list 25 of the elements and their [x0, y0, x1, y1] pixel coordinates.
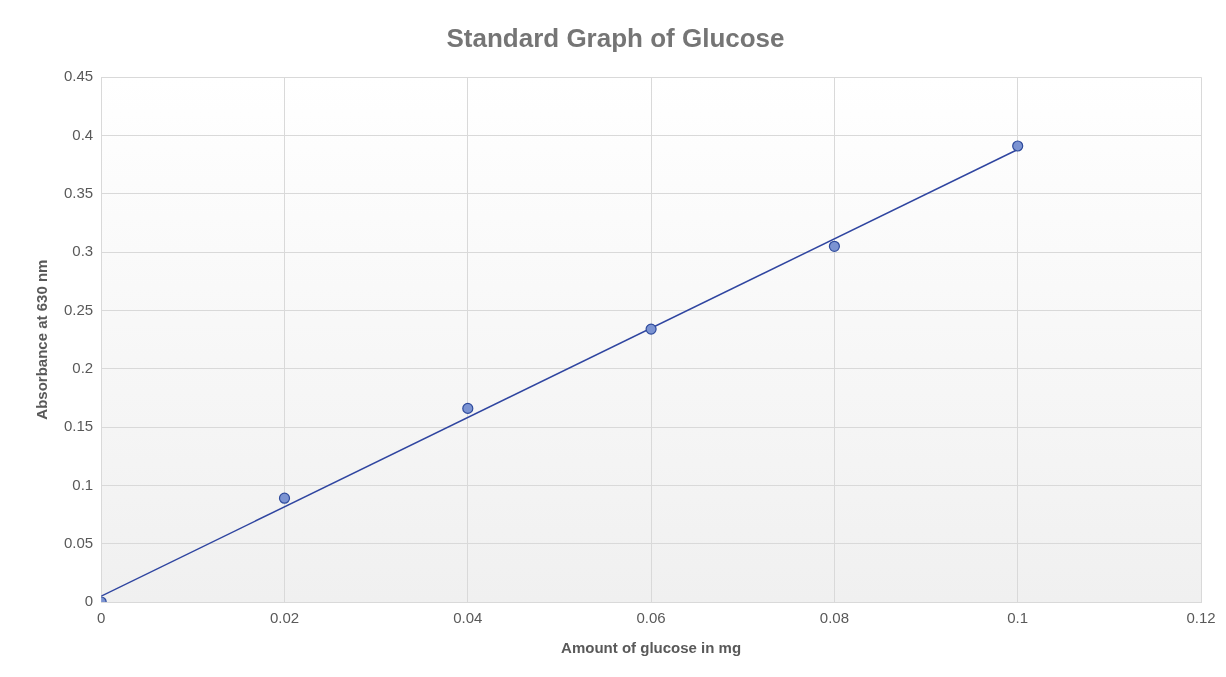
x-tick-label: 0.02	[269, 609, 300, 627]
y-axis-title: Absorbance at 630 nm	[33, 259, 51, 420]
y-tick-label: 0.3	[72, 242, 94, 260]
point	[1012, 140, 1024, 152]
x-tick-label: 0	[97, 609, 106, 627]
point	[462, 402, 474, 415]
y-tick-label: 0.1	[72, 475, 94, 493]
y-tick-label: 0.35	[63, 183, 94, 201]
x-tick-label: 0.08	[819, 609, 849, 627]
point	[645, 323, 657, 335]
y-tick-label: 0.15	[63, 417, 94, 435]
y-tick-label: 0.45	[63, 67, 94, 85]
y-tick-label: 0.25	[63, 300, 94, 318]
x-tick-label: 0.06	[636, 609, 666, 627]
x-tick-label: 0.04	[453, 609, 483, 627]
x-axis-title: Amount of glucose in mg	[561, 639, 742, 657]
x-tick-label: 0.12	[1186, 609, 1216, 627]
point	[828, 240, 840, 252]
x-tick-label: 0.1	[1007, 609, 1029, 627]
chart-title: Standard Graph of Glucose	[446, 22, 785, 53]
y-tick-label: 0.4	[72, 125, 94, 143]
y-tick-label: 0.2	[72, 358, 94, 376]
y-tick-label: 0.05	[63, 533, 94, 551]
point	[278, 492, 291, 504]
y-tick-label: 0	[84, 592, 94, 610]
